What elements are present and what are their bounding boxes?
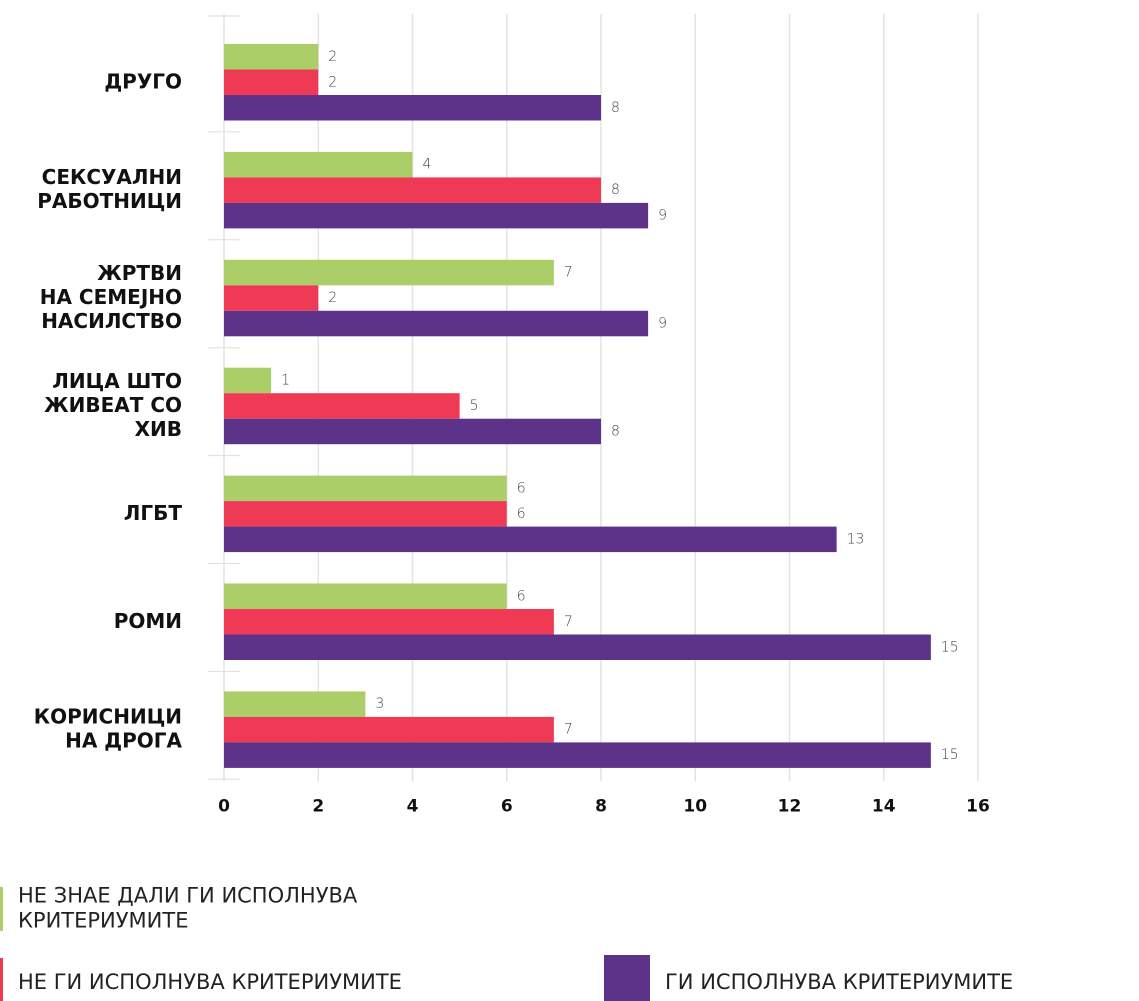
value-label: 9	[658, 316, 667, 332]
bar	[224, 691, 366, 717]
value-label: 2	[328, 49, 337, 65]
x-tick-label: 12	[778, 796, 802, 816]
bar	[224, 742, 931, 768]
value-label: 15	[941, 747, 959, 763]
bar	[224, 609, 554, 635]
value-label: 8	[611, 100, 620, 116]
category-label: РОМИ	[114, 608, 182, 632]
bar	[224, 367, 272, 394]
category-label: ЛГБТ	[124, 500, 183, 524]
value-label: 4	[423, 157, 432, 173]
x-tick-label: 6	[501, 796, 513, 816]
category-label: КОРИСНИЦИ НА ДРОГА	[34, 704, 183, 752]
bar	[224, 259, 554, 286]
bar	[224, 501, 507, 527]
value-label: 7	[564, 614, 573, 630]
bar	[224, 634, 931, 660]
value-label: 13	[847, 531, 865, 547]
bar	[224, 526, 837, 553]
value-label: 3	[375, 696, 384, 712]
bar	[224, 95, 601, 121]
legend-swatch	[604, 955, 650, 1001]
x-tick-label: 14	[872, 796, 896, 816]
value-label: 8	[611, 423, 620, 439]
legend-swatch	[0, 958, 3, 1001]
x-tick-label: 0	[218, 796, 230, 816]
x-tick-label: 8	[595, 796, 607, 816]
bar	[224, 202, 649, 229]
bar	[224, 177, 601, 203]
value-label: 2	[328, 74, 337, 90]
value-label: 6	[517, 588, 526, 604]
category-label: ДРУГО	[104, 69, 182, 93]
category-label: ЖРТВИ НА СЕМЕЈНО НАСИЛСТВО	[40, 261, 182, 333]
bar	[224, 475, 507, 502]
bar	[224, 151, 413, 178]
value-label: 2	[328, 290, 337, 306]
bar	[224, 716, 554, 743]
value-label: 1	[281, 372, 290, 388]
bar	[224, 285, 319, 311]
bar	[224, 418, 601, 445]
value-label: 7	[564, 722, 573, 738]
category-label: ЛИЦА ШТО ЖИВЕАТ СО ХИВ	[44, 368, 182, 440]
legend-label: НЕ ГИ ИСПОЛНУВА КРИТЕРИУМИТЕ	[18, 970, 402, 994]
value-label: 5	[470, 398, 479, 414]
x-tick-label: 2	[312, 796, 324, 816]
legend-label: НЕ ЗНАЕ ДАЛИ ГИ ИСПОЛНУВА КРИТЕРИУМИТЕ	[18, 884, 358, 933]
category-label: СЕКСУАЛНИ РАБОТНИЦИ	[37, 165, 182, 213]
bar	[224, 583, 507, 609]
x-tick-label: 10	[683, 796, 707, 816]
bar	[224, 69, 319, 95]
legend-swatch	[0, 887, 3, 931]
bar	[224, 393, 460, 419]
legend-label: ГИ ИСПОЛНУВА КРИТЕРИУМИТЕ	[665, 970, 1013, 994]
value-label: 6	[517, 506, 526, 522]
value-label: 6	[517, 480, 526, 496]
x-tick-label: 4	[407, 796, 419, 816]
value-label: 9	[658, 208, 667, 224]
bar	[224, 44, 319, 70]
x-tick-label: 16	[966, 796, 990, 816]
value-label: 15	[941, 639, 959, 655]
value-label: 8	[611, 182, 620, 198]
value-label: 7	[564, 265, 573, 281]
bar	[224, 310, 649, 337]
